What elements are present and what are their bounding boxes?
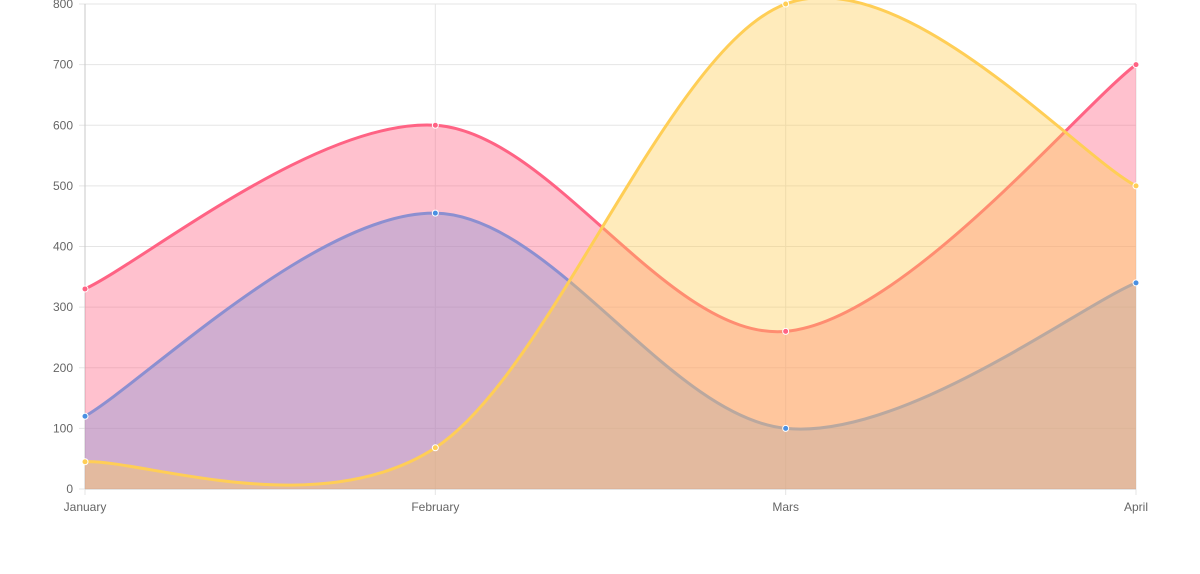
series-0-point <box>81 285 89 293</box>
series-2-point <box>81 458 89 466</box>
series-1-line <box>84 211 1137 431</box>
series-1-point <box>81 412 89 420</box>
series-2-point <box>431 444 439 452</box>
series-2-point <box>782 0 790 8</box>
series-2-area <box>85 0 1136 489</box>
x-tick-label: February <box>411 500 459 514</box>
series-2-point <box>1132 182 1140 190</box>
y-tick-label: 300 <box>53 300 73 314</box>
series-0-area <box>85 64 1136 489</box>
series-1-area <box>85 213 1136 489</box>
y-tick-label: 400 <box>53 240 73 254</box>
series-1-point <box>431 209 439 217</box>
series-2-line <box>84 0 1137 487</box>
x-tick-label: January <box>64 500 107 514</box>
y-tick-label: 200 <box>53 361 73 375</box>
series-0-point <box>782 327 790 335</box>
series-0-point <box>431 121 439 129</box>
x-tick-label: Mars <box>772 500 799 514</box>
y-tick-label: 700 <box>53 58 73 72</box>
y-tick-label: 500 <box>53 179 73 193</box>
series-0-point <box>1132 61 1140 69</box>
y-tick-label: 800 <box>53 0 73 11</box>
y-tick-label: 0 <box>66 482 73 496</box>
series-0-line <box>84 63 1137 333</box>
y-tick-label: 100 <box>53 421 73 435</box>
series-1-point <box>782 424 790 432</box>
y-tick-label: 600 <box>53 118 73 132</box>
series-1-point <box>1132 279 1140 287</box>
x-tick-label: April <box>1124 500 1148 514</box>
